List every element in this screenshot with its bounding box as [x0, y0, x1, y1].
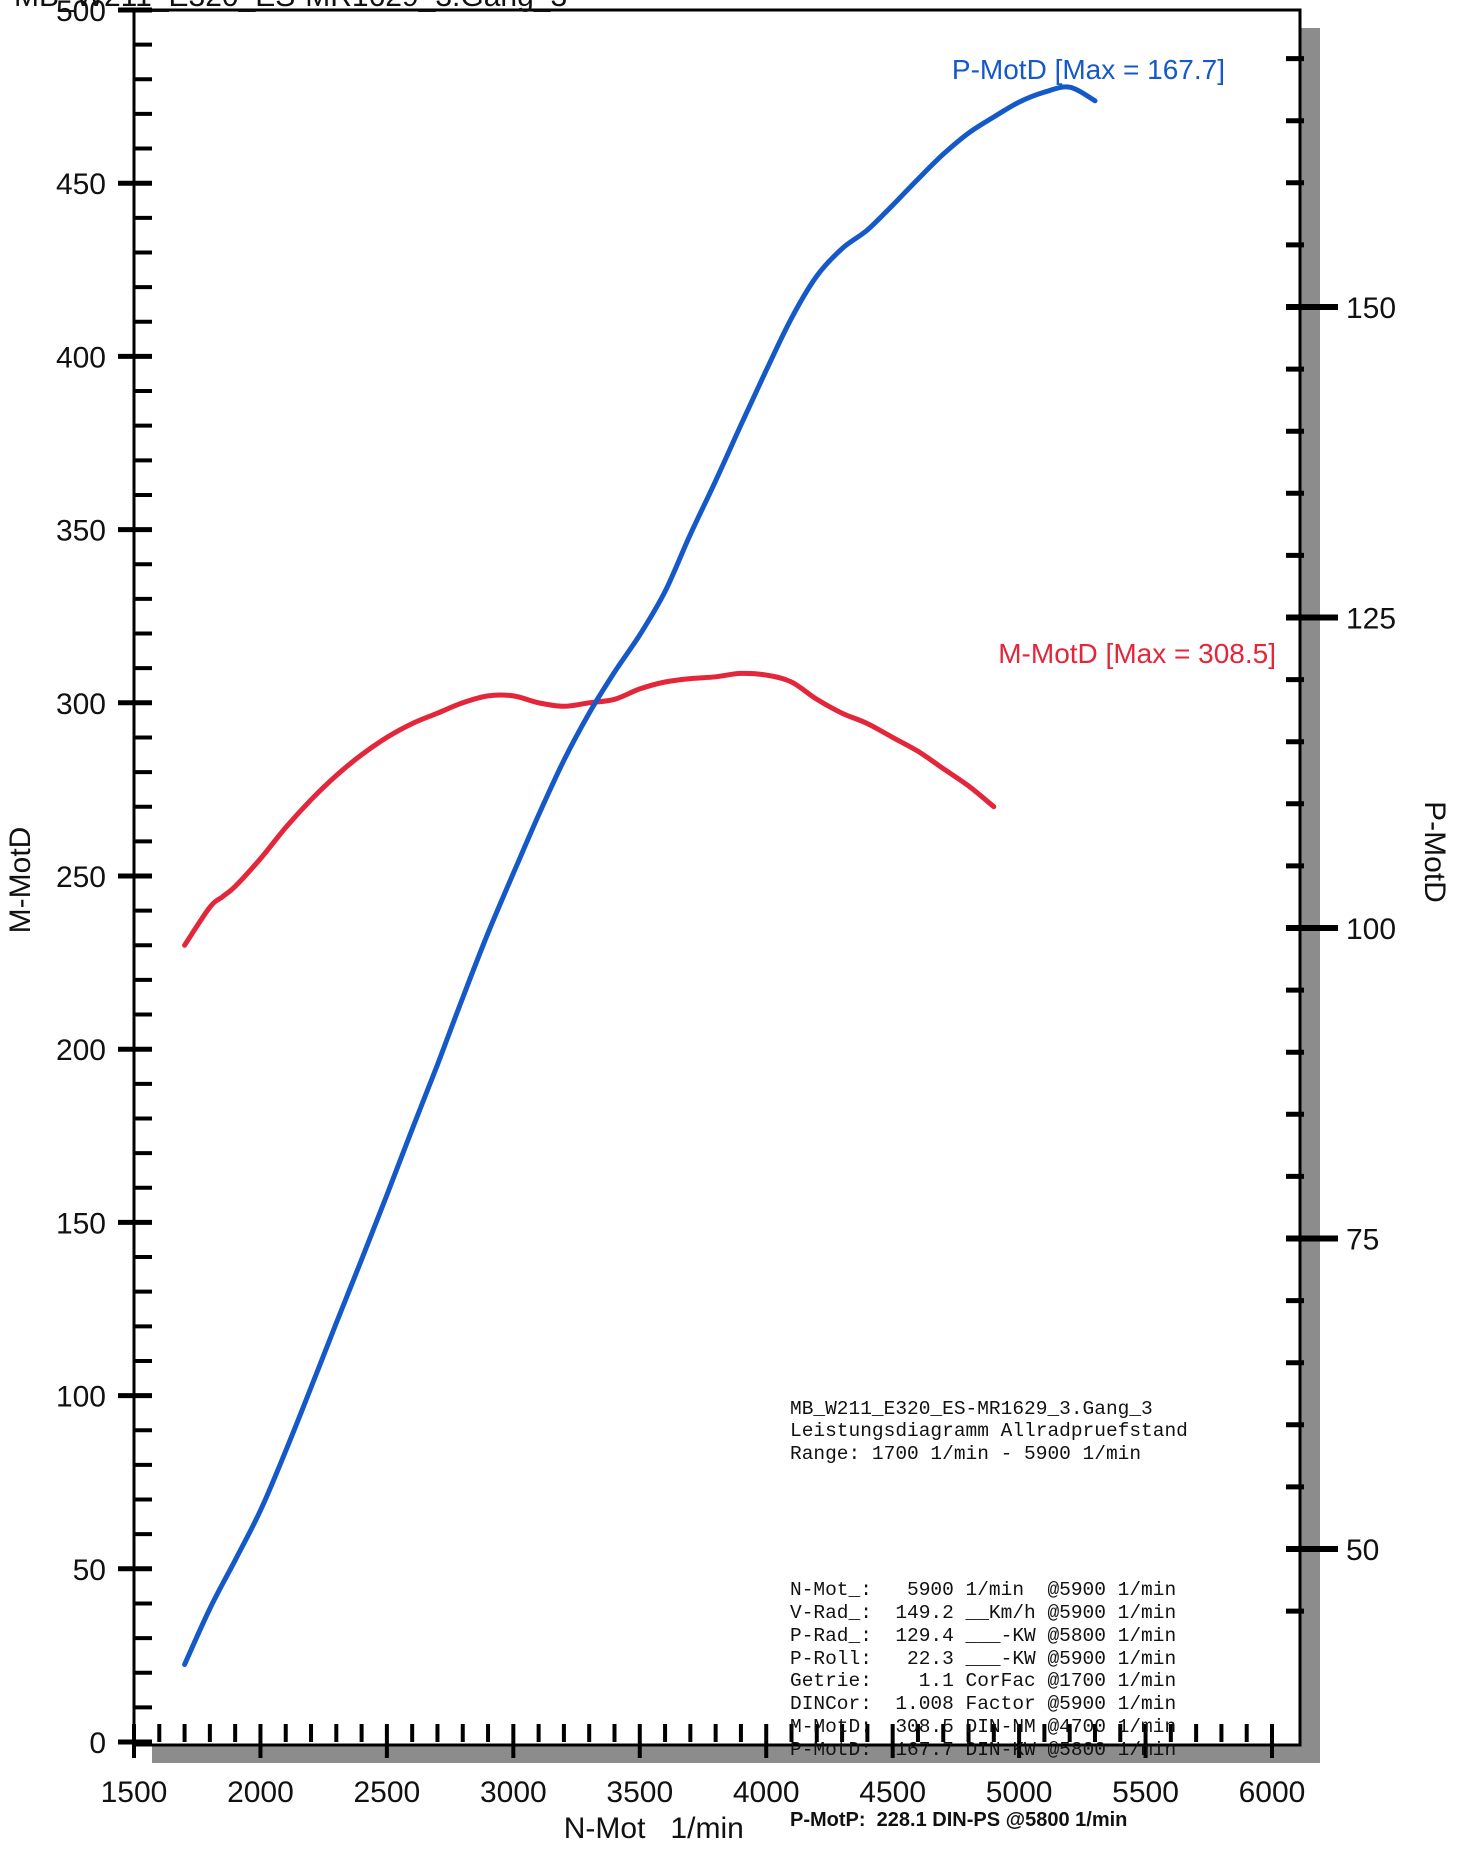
right-tick-label: 150 [1346, 292, 1396, 325]
right-tick-label: 50 [1346, 1534, 1379, 1567]
axes-layer: 0 50 100 150 200 250 300 350 400 450 500 50 75 100 125… [4, 0, 1451, 1841]
left-tick-label: 450 [56, 168, 106, 201]
bottom-tick-label: 1500 [101, 1776, 168, 1809]
info-box: MB_W211_E320_ES-MR1629_3.Gang_3 Leistungs… [790, 1352, 1188, 1855]
info-header-line: MB_W211_E320_ES-MR1629_3.Gang_3 [790, 1397, 1153, 1420]
bottom-tick-label: 5000 [986, 1776, 1053, 1809]
page-title-fragment: MB_W211_E320_ES-MR1629_3.Gang_3 [14, 0, 567, 13]
left-axis-title: M-MotD [4, 827, 37, 934]
info-row: N-Mot_: 5900 1/min @5900 1/min [790, 1579, 1177, 1602]
info-row: V-Rad_: 149.2 __Km/h @5900 1/min [790, 1601, 1177, 1624]
bottom-tick-label: 3000 [480, 1776, 547, 1809]
info-rows: N-Mot_: 5900 1/min @5900 1/min V-Rad_: 14… [790, 1579, 1188, 1761]
left-tick-label: 200 [56, 1034, 106, 1067]
info-row: P-Rad_: 129.4 ___-KW @5800 1/min [790, 1624, 1177, 1647]
right-axis-title: P-MotD [1418, 801, 1451, 903]
plot-frame [132, 8, 1302, 1747]
right-tick-label: 100 [1346, 913, 1396, 946]
left-tick-label: 400 [56, 341, 106, 374]
info-row: Getrie: 1.1 CorFac @1700 1/min [790, 1670, 1177, 1693]
bottom-tick-label: 2000 [227, 1776, 294, 1809]
info-gap [790, 1512, 1188, 1534]
x-axis-title: N-Mot_ 1/min [564, 1812, 744, 1841]
info-row: DINCor: 1.008 Factor @5900 1/min [790, 1693, 1177, 1716]
info-row: P-Roll: 22.3 ___-KW @5900 1/min [790, 1647, 1177, 1670]
left-tick-label: 0 [89, 1727, 106, 1760]
right-tick-label: 75 [1346, 1224, 1379, 1257]
series-layer [182, 84, 1098, 1667]
p-motd-max-label: P-MotD [Max = 167.7] [952, 54, 1225, 85]
left-tick-label: 100 [56, 1381, 106, 1414]
left-tick-label: 150 [56, 1207, 106, 1240]
left-tick-label: 250 [56, 861, 106, 894]
plot-shadow-right [1300, 28, 1320, 1763]
left-tick-label: 50 [73, 1554, 106, 1587]
info-highlight: P-MotP: 228.1 DIN-PS @5800 1/min [790, 1809, 1128, 1832]
series-line-m-motd [182, 670, 997, 948]
series-line-p-motd [182, 84, 1098, 1667]
bottom-tick-label: 6000 [1239, 1776, 1306, 1809]
left-tick-label: 500 [56, 0, 106, 28]
right-tick-label: 125 [1346, 603, 1396, 636]
info-row: P-MotD: 167.7 DIN-KW @5800 1/min [790, 1738, 1177, 1761]
bottom-tick-label: 4000 [733, 1776, 800, 1809]
info-header: MB_W211_E320_ES-MR1629_3.Gang_3 Leistungs… [790, 1398, 1188, 1466]
bottom-tick-label: 3500 [606, 1776, 673, 1809]
left-tick-label: 300 [56, 688, 106, 721]
bottom-tick-label: 2500 [354, 1776, 421, 1809]
info-row: M-MotD: 308.5 DIN-NM @4700 1/min [790, 1715, 1177, 1738]
m-motd-max-label: M-MotD [Max = 308.5] [998, 638, 1276, 669]
left-tick-label: 350 [56, 515, 106, 548]
info-header-line: Leistungsdiagramm Allradpruefstand [790, 1420, 1188, 1443]
bottom-tick-label: 4500 [859, 1776, 926, 1809]
labels-layer: M-MotD [Max = 308.5] P-MotD [Max = 167.7] [952, 54, 1276, 669]
info-header-line: Range: 1700 1/min - 5900 1/min [790, 1443, 1142, 1466]
bottom-tick-label: 5500 [1112, 1776, 1179, 1809]
plot-shadow-bottom [152, 1743, 1320, 1763]
